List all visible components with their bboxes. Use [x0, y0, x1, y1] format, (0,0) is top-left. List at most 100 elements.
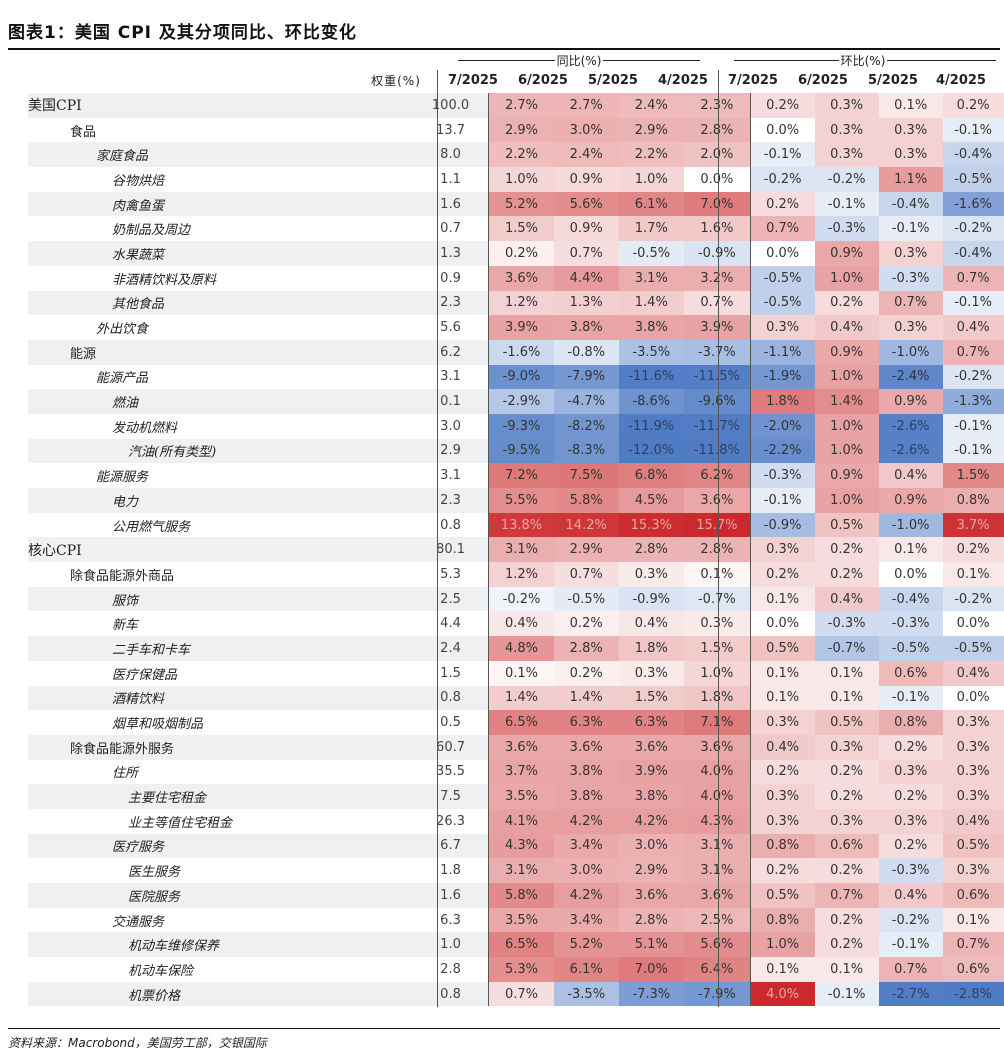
row-label: 水果蔬菜: [28, 241, 413, 266]
mom-cell: -0.9%: [749, 512, 815, 538]
yoy-cell: -8.3%: [553, 438, 619, 464]
row-label: 发动机燃料: [112, 420, 178, 436]
yoy-cell: 6.8%: [618, 463, 685, 488]
yoy-cell: 4.0%: [684, 784, 751, 809]
yoy-cell: -12.0%: [618, 438, 685, 464]
row-label: 机票价格: [28, 981, 413, 1007]
yoy-cell: 1.0%: [488, 167, 554, 192]
mom-cell: 0.4%: [814, 315, 879, 340]
yoy-cell: -9.6%: [684, 389, 751, 414]
mom-cell: 0.2%: [878, 734, 943, 760]
yoy-cell: 2.4%: [553, 142, 619, 168]
yoy-cell: 5.8%: [488, 883, 554, 908]
yoy-cell: 4.0%: [684, 759, 751, 785]
row-label: 电力: [28, 488, 413, 513]
yoy-cell: 5.5%: [488, 488, 554, 513]
mom-cell: 0.7%: [942, 265, 1004, 291]
mom-cell: -0.5%: [942, 167, 1004, 192]
mom-cell: 0.9%: [814, 463, 879, 488]
yoy-cell: 0.9%: [553, 216, 619, 242]
yoy-cell: 1.2%: [488, 290, 554, 316]
row-weight: 1.3: [412, 241, 489, 266]
mom-cell: 0.2%: [749, 858, 815, 883]
mom-cell: -0.3%: [814, 216, 879, 242]
mom-cell: -0.1%: [942, 117, 1004, 143]
row-label: 美国CPI: [28, 93, 413, 118]
table-row: 医院服务 1.6 5.8% 4.2% 3.6% 3.6% 0.5% 0.7% 0.4% 0.6%: [28, 883, 1004, 908]
table-row: 发动机燃料 3.0 -9.3% -8.2% -11.9% -11.7% -2.0% 1.0% -…: [28, 413, 1004, 439]
yoy-cell: 15.3%: [618, 512, 685, 538]
yoy-cell: 5.8%: [553, 488, 619, 513]
yoy-cell: 15.7%: [684, 512, 751, 538]
yoy-cell: 6.2%: [684, 463, 751, 488]
mom-cell: -0.2%: [814, 167, 879, 192]
yoy-cell: 4.8%: [488, 636, 554, 661]
table-row: 机动车保险 2.8 5.3% 6.1% 7.0% 6.4% 0.1% 0.1% 0.7% 0.6%: [28, 957, 1004, 982]
yoy-cell: 1.8%: [684, 685, 751, 711]
row-weight: 6.2: [412, 339, 489, 365]
mom-cell: 0.8%: [749, 833, 815, 859]
yoy-cell: -11.6%: [618, 364, 685, 390]
mom-cell: -0.4%: [942, 142, 1004, 168]
row-weight: 2.4: [412, 636, 489, 661]
row-label: 机动车维修保养: [28, 932, 413, 958]
yoy-cell: 1.5%: [618, 685, 685, 711]
yoy-cell: 3.6%: [488, 734, 554, 760]
mom-cell: 0.7%: [878, 290, 943, 316]
mom-cell: 0.1%: [942, 907, 1004, 933]
yoy-cell: 5.2%: [553, 932, 619, 958]
mom-month-header: 6/2025: [798, 73, 848, 88]
mom-cell: 0.0%: [942, 611, 1004, 637]
mom-cell: -0.2%: [749, 167, 815, 192]
yoy-cell: 1.5%: [684, 636, 751, 661]
yoy-cell: -9.3%: [488, 413, 554, 439]
row-label: 酒精饮料: [28, 685, 413, 711]
row-weight: 26.3: [436, 813, 465, 829]
yoy-cell: 3.1%: [618, 265, 685, 291]
yoy-cell: 2.7%: [488, 93, 554, 118]
row-weight: 13.7: [436, 122, 465, 138]
mom-cell: 1.0%: [814, 438, 879, 464]
mom-cell: -0.3%: [878, 611, 943, 637]
mom-cell: 0.3%: [749, 784, 815, 809]
row-label: 除食品能源外服务: [28, 734, 413, 760]
table-row: 食品 13.7 2.9% 3.0% 2.9% 2.8% 0.0% 0.3% 0.3% -0.1%: [28, 117, 1004, 143]
mom-cell: 0.3%: [942, 710, 1004, 735]
yoy-cell: 3.9%: [618, 759, 685, 785]
mom-cell: 0.1%: [814, 957, 879, 982]
mom-cell: -0.5%: [749, 290, 815, 316]
yoy-cell: -0.5%: [618, 241, 685, 266]
row-weight: 4.4: [440, 616, 461, 632]
mom-cell: 0.2%: [814, 562, 879, 587]
row-label: 新车: [112, 618, 139, 634]
row-weight: 2.3: [412, 488, 489, 513]
yoy-cell: 4.2%: [553, 883, 619, 908]
mom-cell: 0.3%: [814, 142, 879, 168]
yoy-cell: 3.0%: [618, 833, 685, 859]
mom-cell: -2.8%: [942, 981, 1004, 1007]
yoy-cell: 2.9%: [618, 858, 685, 883]
row-weight: 3.0: [440, 418, 461, 434]
row-label: 医生服务: [128, 865, 181, 881]
row-label: 非酒精饮料及原料: [112, 272, 217, 288]
mom-cell: 0.0%: [749, 241, 815, 266]
row-label: 燃油: [28, 389, 413, 414]
yoy-cell: 2.4%: [618, 93, 685, 118]
yoy-cell: 2.2%: [488, 142, 554, 168]
yoy-cell: 1.0%: [684, 660, 751, 686]
mom-cell: 0.0%: [878, 562, 943, 587]
yoy-cell: -9.0%: [488, 364, 554, 390]
mom-cell: 1.5%: [942, 463, 1004, 488]
mom-cell: 0.2%: [942, 93, 1004, 118]
mom-cell: 0.3%: [814, 117, 879, 143]
mom-cell: 0.2%: [878, 833, 943, 859]
source-note: 资料来源：Macrobond，美国劳工部，交银国际: [8, 1036, 267, 1050]
mom-cell: 0.6%: [878, 660, 943, 686]
mom-cell: 0.5%: [814, 710, 879, 735]
mom-cell: -2.6%: [878, 413, 943, 439]
mom-cell: -1.6%: [942, 191, 1004, 217]
mom-cell: 0.6%: [942, 957, 1004, 982]
yoy-cell: -8.6%: [618, 389, 685, 414]
yoy-cell: 0.9%: [553, 167, 619, 192]
yoy-cell: 7.0%: [684, 191, 751, 217]
